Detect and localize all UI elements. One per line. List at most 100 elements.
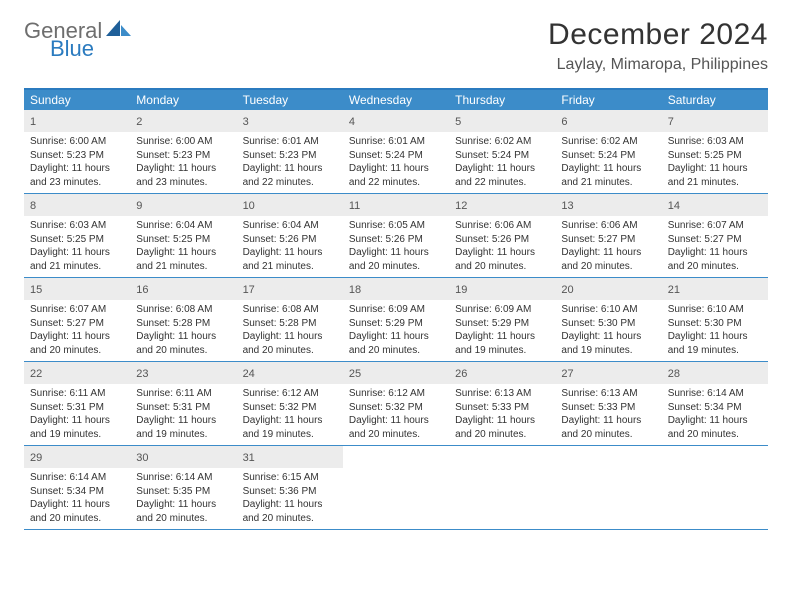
day-number-row: 3 (237, 110, 343, 132)
day-number: 30 (136, 452, 148, 464)
day-cell: 8Sunrise: 6:03 AMSunset: 5:25 PMDaylight… (24, 194, 130, 277)
day-cell: 11Sunrise: 6:05 AMSunset: 5:26 PMDayligh… (343, 194, 449, 277)
sunrise-line: Sunrise: 6:07 AM (668, 219, 762, 233)
day-number: 5 (455, 116, 461, 128)
daylight-line: Daylight: 11 hours and 20 minutes. (561, 414, 655, 441)
day-cell: 6Sunrise: 6:02 AMSunset: 5:24 PMDaylight… (555, 110, 661, 193)
daylight-line: Daylight: 11 hours and 22 minutes. (243, 162, 337, 189)
day-body: Sunrise: 6:11 AMSunset: 5:31 PMDaylight:… (130, 384, 236, 445)
daylight-line: Daylight: 11 hours and 23 minutes. (30, 162, 124, 189)
daylight-line: Daylight: 11 hours and 21 minutes. (136, 246, 230, 273)
day-body: Sunrise: 6:09 AMSunset: 5:29 PMDaylight:… (343, 300, 449, 361)
daylight-line: Daylight: 11 hours and 19 minutes. (455, 330, 549, 357)
sunset-line: Sunset: 5:26 PM (349, 233, 443, 247)
daylight-line: Daylight: 11 hours and 20 minutes. (455, 414, 549, 441)
week-row: 1Sunrise: 6:00 AMSunset: 5:23 PMDaylight… (24, 110, 768, 194)
day-body: Sunrise: 6:00 AMSunset: 5:23 PMDaylight:… (24, 132, 130, 193)
sunrise-line: Sunrise: 6:04 AM (243, 219, 337, 233)
week-row: 8Sunrise: 6:03 AMSunset: 5:25 PMDaylight… (24, 194, 768, 278)
day-number-row: 5 (449, 110, 555, 132)
day-body: Sunrise: 6:13 AMSunset: 5:33 PMDaylight:… (449, 384, 555, 445)
day-number-row: 25 (343, 362, 449, 384)
daylight-line: Daylight: 11 hours and 20 minutes. (30, 498, 124, 525)
daylight-line: Daylight: 11 hours and 21 minutes. (668, 162, 762, 189)
day-number: 22 (30, 368, 42, 380)
day-cell: 5 Sunrise: 6:02 AMSunset: 5:24 PMDaylight… (449, 110, 555, 193)
day-body: Sunrise: 6:08 AMSunset: 5:28 PMDaylight:… (130, 300, 236, 361)
day-header: Wednesday (343, 90, 449, 110)
day-cell: 7Sunrise: 6:03 AMSunset: 5:25 PMDaylight… (662, 110, 768, 193)
sunset-line: Sunset: 5:33 PM (561, 401, 655, 415)
daylight-line: Daylight: 11 hours and 21 minutes. (561, 162, 655, 189)
sunrise-line: Sunrise: 6:08 AM (136, 303, 230, 317)
day-cell: 24Sunrise: 6:12 AMSunset: 5:32 PMDayligh… (237, 362, 343, 445)
day-cell: 1Sunrise: 6:00 AMSunset: 5:23 PMDaylight… (24, 110, 130, 193)
sunset-line: Sunset: 5:32 PM (349, 401, 443, 415)
day-number-row: 31 (237, 446, 343, 468)
day-number-row: 10 (237, 194, 343, 216)
sunset-line: Sunset: 5:27 PM (561, 233, 655, 247)
sunset-line: Sunset: 5:23 PM (30, 149, 124, 163)
daylight-line: Daylight: 11 hours and 22 minutes. (349, 162, 443, 189)
title-block: December 2024 Laylay, Mimaropa, Philippi… (548, 18, 768, 74)
sunrise-line: Sunrise: 6:01 AM (243, 135, 337, 149)
daylight-line: Daylight: 11 hours and 20 minutes. (136, 330, 230, 357)
sunrise-line: Sunrise: 6:03 AM (668, 135, 762, 149)
day-number-row: 26 (449, 362, 555, 384)
day-body: Sunrise: 6:10 AMSunset: 5:30 PMDaylight:… (555, 300, 661, 361)
sunset-line: Sunset: 5:31 PM (30, 401, 124, 415)
sunset-line: Sunset: 5:24 PM (455, 149, 549, 163)
brand-logo: General Blue (24, 18, 132, 60)
day-body: Sunrise: 6:01 AMSunset: 5:23 PMDaylight:… (237, 132, 343, 193)
day-number: 13 (561, 200, 573, 212)
day-body: Sunrise: 6:15 AMSunset: 5:36 PMDaylight:… (237, 468, 343, 529)
daylight-line: Daylight: 11 hours and 21 minutes. (243, 246, 337, 273)
day-number-row: 1 (24, 110, 130, 132)
sunrise-line: Sunrise: 6:13 AM (561, 387, 655, 401)
day-number-row: 20 (555, 278, 661, 300)
day-body: Sunrise: 6:07 AMSunset: 5:27 PMDaylight:… (24, 300, 130, 361)
day-number-row: 9 (130, 194, 236, 216)
sunrise-line: Sunrise: 6:07 AM (30, 303, 124, 317)
sunset-line: Sunset: 5:25 PM (30, 233, 124, 247)
sunrise-line: Sunrise: 6:05 AM (349, 219, 443, 233)
day-body: Sunrise: 6:08 AMSunset: 5:28 PMDaylight:… (237, 300, 343, 361)
day-number-row: 18 (343, 278, 449, 300)
day-number: 19 (455, 284, 467, 296)
sunset-line: Sunset: 5:28 PM (136, 317, 230, 331)
sunrise-line: Sunrise: 6:09 AM (455, 303, 549, 317)
sunrise-line: Sunrise: 6:10 AM (561, 303, 655, 317)
day-cell: 19Sunrise: 6:09 AMSunset: 5:29 PMDayligh… (449, 278, 555, 361)
day-number: 17 (243, 284, 255, 296)
day-cell: 15Sunrise: 6:07 AMSunset: 5:27 PMDayligh… (24, 278, 130, 361)
day-number: 3 (243, 116, 249, 128)
day-number: 6 (561, 116, 567, 128)
day-cell: 27Sunrise: 6:13 AMSunset: 5:33 PMDayligh… (555, 362, 661, 445)
day-body: Sunrise: 6:02 AMSunset: 5:24 PMDaylight:… (449, 132, 555, 193)
day-cell: 28Sunrise: 6:14 AMSunset: 5:34 PMDayligh… (662, 362, 768, 445)
day-number: 26 (455, 368, 467, 380)
sunset-line: Sunset: 5:36 PM (243, 485, 337, 499)
day-cell: 10 Sunrise: 6:04 AMSunset: 5:26 PMDayligh… (237, 194, 343, 277)
daylight-line: Daylight: 11 hours and 19 minutes. (136, 414, 230, 441)
sunrise-line: Sunrise: 6:08 AM (243, 303, 337, 317)
day-number-row: 2 (130, 110, 236, 132)
day-cell: 20Sunrise: 6:10 AMSunset: 5:30 PMDayligh… (555, 278, 661, 361)
sunrise-line: Sunrise: 6:14 AM (668, 387, 762, 401)
sunset-line: Sunset: 5:27 PM (668, 233, 762, 247)
sunset-line: Sunset: 5:26 PM (243, 233, 337, 247)
week-row: 29Sunrise: 6:14 AMSunset: 5:34 PMDayligh… (24, 446, 768, 530)
sunrise-line: Sunrise: 6:14 AM (30, 471, 124, 485)
day-cell: 21Sunrise: 6:10 AMSunset: 5:30 PMDayligh… (662, 278, 768, 361)
day-cell: 30Sunrise: 6:14 AMSunset: 5:35 PMDayligh… (130, 446, 236, 529)
sunrise-line: Sunrise: 6:13 AM (455, 387, 549, 401)
daylight-line: Daylight: 11 hours and 19 minutes. (243, 414, 337, 441)
daylight-line: Daylight: 11 hours and 19 minutes. (668, 330, 762, 357)
sunset-line: Sunset: 5:32 PM (243, 401, 337, 415)
daylight-line: Daylight: 11 hours and 20 minutes. (136, 498, 230, 525)
day-body: Sunrise: 6:14 AMSunset: 5:34 PMDaylight:… (662, 384, 768, 445)
day-body: Sunrise: 6:06 AMSunset: 5:26 PMDaylight:… (449, 216, 555, 277)
sunrise-line: Sunrise: 6:14 AM (136, 471, 230, 485)
day-cell: 3 Sunrise: 6:01 AMSunset: 5:23 PMDaylight… (237, 110, 343, 193)
day-number-row: 17 (237, 278, 343, 300)
